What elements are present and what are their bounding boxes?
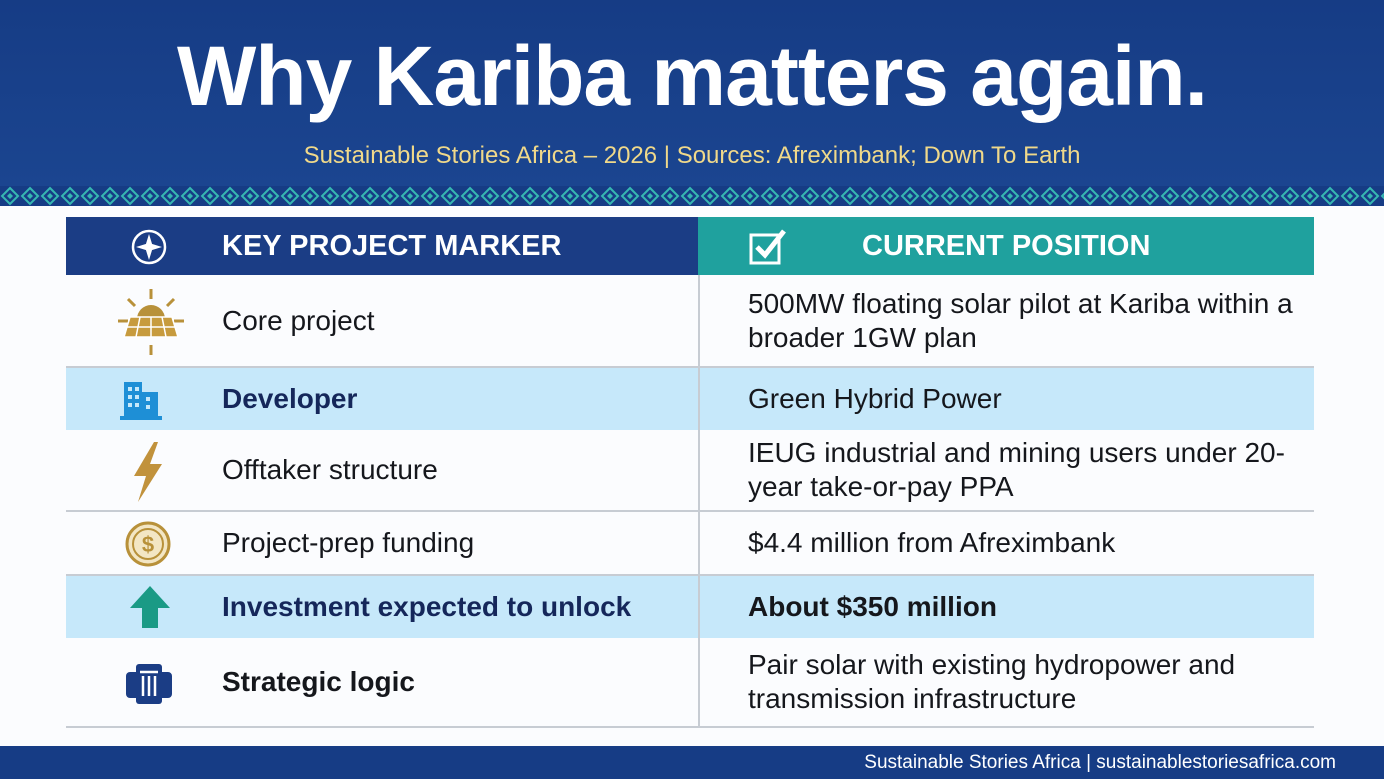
position: Pair solar with existing hydropower and …: [748, 649, 1236, 714]
header: [0, 0, 1384, 186]
table-row: Investment expected to unlock About $350…: [66, 576, 1314, 638]
table-row: Offtaker structure IEUG industrial and m…: [66, 430, 1314, 512]
table-row: Core project 500MW floating solar pilot …: [66, 275, 1314, 368]
marker: Project-prep funding: [222, 527, 475, 558]
infrastructure-icon: [126, 664, 172, 704]
column-header: CURRENT POSITION: [698, 217, 1314, 275]
position: $4.4 million from Afreximbank: [748, 527, 1116, 558]
header-text: CURRENT POSITION: [862, 230, 1151, 262]
compass-icon: [131, 229, 167, 265]
footer-text: Sustainable Stories Africa | sustainable…: [864, 752, 1336, 773]
table-row: Developer Green Hybrid Power: [66, 368, 1314, 430]
position: Green Hybrid Power: [748, 383, 1002, 414]
marker: Developer: [222, 383, 358, 414]
subtitle: Sustainable Stories Africa – 2026 | Sour…: [303, 142, 1081, 169]
marker: Strategic logic: [222, 666, 415, 697]
marker: Investment expected to unlock: [222, 591, 632, 622]
svg-text:$: $: [142, 532, 154, 557]
building-icon: [120, 382, 162, 420]
footer-bar: [0, 746, 1384, 779]
position: 500MW floating solar pilot at Kariba wit…: [748, 287, 1293, 353]
coin-icon: $: [125, 521, 171, 567]
header-text: KEY PROJECT MARKER: [222, 230, 562, 262]
position: IEUG industrial and mining users under 2…: [748, 437, 1285, 502]
table-row: Strategic logic Pair solar with existing…: [66, 638, 1314, 728]
column-header: KEY PROJECT MARKER: [66, 217, 698, 275]
marker: Offtaker structure: [222, 454, 438, 485]
pattern-band: [0, 186, 1384, 206]
position: About $350 million: [748, 591, 997, 622]
marker: Core project: [222, 304, 375, 336]
check-icon: [749, 229, 786, 265]
table-row: $ Project-prep funding $4.4 million from…: [66, 512, 1314, 576]
arrow-icon: [130, 586, 170, 628]
solar-icon: [118, 289, 184, 355]
bolt-icon: [134, 442, 162, 502]
title: Why Kariba matters again.: [177, 29, 1208, 123]
